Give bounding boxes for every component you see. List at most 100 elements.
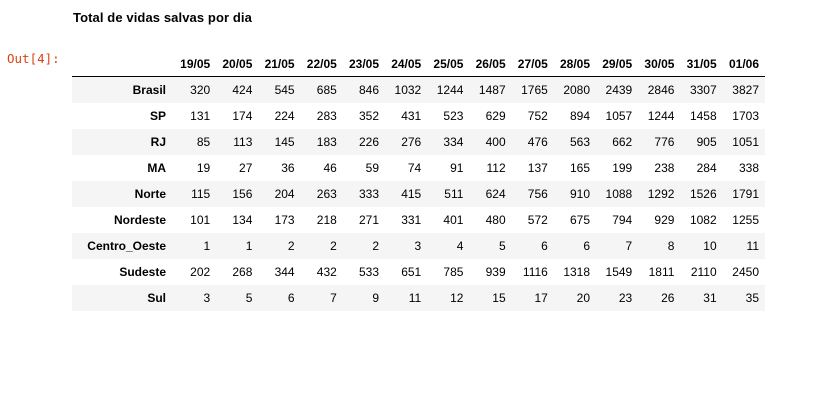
table-cell: 6 bbox=[583, 239, 591, 253]
column-header: 31/05 bbox=[680, 52, 723, 77]
table-cell: 338 bbox=[738, 161, 759, 175]
table-cell: 1811 bbox=[648, 265, 675, 279]
table-cell: 101 bbox=[190, 213, 211, 227]
table-cell: 35 bbox=[745, 291, 759, 305]
table-cell: 284 bbox=[696, 161, 717, 175]
table-cell: 756 bbox=[527, 187, 548, 201]
table-cell: 10 bbox=[703, 239, 717, 253]
table-row: MA 19 27 36 46 59 74 91 112 137 165 199 238 284 338 bbox=[72, 155, 765, 181]
table-cell: 432 bbox=[316, 265, 337, 279]
table-row: Centro_Oeste 1 1 2 2 2 3 4 5 6 6 7 8 10 11 bbox=[72, 233, 765, 259]
row-label: Nordeste bbox=[113, 213, 166, 227]
table-cell: 156 bbox=[232, 187, 253, 201]
table-cell: 6 bbox=[287, 291, 295, 305]
table-cell: 1 bbox=[245, 239, 253, 253]
table-cell: 685 bbox=[316, 83, 337, 97]
table-row: Nordeste 101 134 173 218 271 331 401 480 572 675 79… bbox=[72, 207, 765, 233]
row-label: RJ bbox=[150, 135, 166, 149]
table-cell: 11 bbox=[408, 291, 422, 305]
row-label: MA bbox=[147, 161, 166, 175]
table-cell: 1458 bbox=[689, 109, 717, 123]
table-row: Norte 115 156 204 263 333 415 511 624 756 910 1088 1… bbox=[72, 181, 765, 207]
table-cell: 1526 bbox=[689, 187, 717, 201]
table-cell: 431 bbox=[401, 109, 422, 123]
table-cell: 424 bbox=[232, 83, 253, 97]
table-cell: 2080 bbox=[563, 83, 591, 97]
table-cell: 5 bbox=[245, 291, 253, 305]
table-cell: 6 bbox=[541, 239, 548, 253]
table-cell: 74 bbox=[407, 161, 422, 175]
table-cell: 199 bbox=[612, 161, 633, 175]
column-header: 29/05 bbox=[596, 52, 639, 77]
table-cell: 846 bbox=[358, 83, 380, 97]
table-cell: 662 bbox=[612, 135, 633, 149]
table-cell: 344 bbox=[274, 265, 295, 279]
table-cell: 352 bbox=[358, 109, 380, 123]
table-cell: 752 bbox=[527, 109, 548, 123]
column-header: 25/05 bbox=[427, 52, 470, 77]
table-cell: 1244 bbox=[436, 83, 464, 97]
column-header: 19/05 bbox=[174, 52, 217, 77]
table-cell: 1791 bbox=[732, 187, 759, 201]
table-cell: 2 bbox=[330, 239, 337, 253]
table-cell: 929 bbox=[654, 213, 675, 227]
table-cell: 137 bbox=[527, 161, 548, 175]
output-prompt: Out[4]: bbox=[7, 51, 60, 66]
table-cell: 1082 bbox=[689, 213, 717, 227]
table-cell: 894 bbox=[570, 109, 591, 123]
table-cell: 5 bbox=[498, 239, 506, 253]
table-row: RJ 85 113 145 183 226 276 334 400 476 563 662 776 905… bbox=[72, 129, 765, 155]
table-cell: 91 bbox=[450, 161, 464, 175]
column-header: 23/05 bbox=[342, 52, 386, 77]
table-cell: 624 bbox=[485, 187, 506, 201]
table-cell: 3 bbox=[414, 239, 422, 253]
table-cell: 523 bbox=[443, 109, 464, 123]
table-cell: 572 bbox=[527, 213, 548, 227]
table-cell: 113 bbox=[233, 135, 253, 149]
table-cell: 2450 bbox=[732, 265, 759, 279]
table-cell: 23 bbox=[618, 291, 633, 305]
table-cell: 1292 bbox=[647, 187, 675, 201]
table-caption: Total de vidas salvas por dia bbox=[73, 10, 252, 25]
row-label: Norte bbox=[134, 187, 166, 201]
table-cell: 7 bbox=[625, 239, 633, 253]
column-header: 28/05 bbox=[553, 52, 597, 77]
row-label: Sudeste bbox=[119, 265, 166, 279]
table-cell: 1549 bbox=[605, 265, 633, 279]
table-cell: 226 bbox=[358, 135, 380, 149]
table-header: 19/05 20/05 21/05 22/05 23/05 24/05 25/05 26/05… bbox=[72, 52, 765, 77]
table-cell: 183 bbox=[316, 135, 337, 149]
table-cell: 1 bbox=[203, 239, 211, 253]
table-cell: 31 bbox=[703, 291, 717, 305]
table-cell: 333 bbox=[358, 187, 380, 201]
column-header: 01/06 bbox=[722, 52, 765, 77]
table-cell: 7 bbox=[330, 291, 337, 305]
table-cell: 238 bbox=[654, 161, 675, 175]
table-cell: 145 bbox=[274, 135, 295, 149]
column-header: 22/05 bbox=[300, 52, 343, 77]
table-cell: 20 bbox=[576, 291, 591, 305]
table-row: Sul 3 5 6 7 9 11 12 15 17 20 23 26 31 35 bbox=[72, 285, 765, 311]
column-header: 27/05 bbox=[511, 52, 554, 77]
table-cell: 400 bbox=[485, 135, 506, 149]
table-cell: 3307 bbox=[689, 83, 717, 97]
table-cell: 268 bbox=[232, 265, 253, 279]
table-cell: 1487 bbox=[478, 83, 506, 97]
table-cell: 115 bbox=[191, 187, 211, 201]
table-cell: 545 bbox=[274, 83, 295, 97]
table-cell: 165 bbox=[570, 161, 591, 175]
table-cell: 563 bbox=[570, 135, 591, 149]
table-cell: 401 bbox=[443, 213, 464, 227]
table-cell: 675 bbox=[570, 213, 591, 227]
table-cell: 1703 bbox=[732, 109, 759, 123]
table-cell: 1244 bbox=[647, 109, 675, 123]
row-label: Centro_Oeste bbox=[87, 239, 166, 253]
table-row: SP 131 174 224 283 352 431 523 629 752 894 1057 1244… bbox=[72, 103, 765, 129]
table-cell: 331 bbox=[401, 213, 422, 227]
table-cell: 794 bbox=[612, 213, 633, 227]
table-cell: 173 bbox=[274, 213, 295, 227]
table-cell: 629 bbox=[485, 109, 506, 123]
table-cell: 1318 bbox=[563, 265, 591, 279]
row-label: Sul bbox=[147, 291, 166, 305]
column-header: 20/05 bbox=[216, 52, 259, 77]
